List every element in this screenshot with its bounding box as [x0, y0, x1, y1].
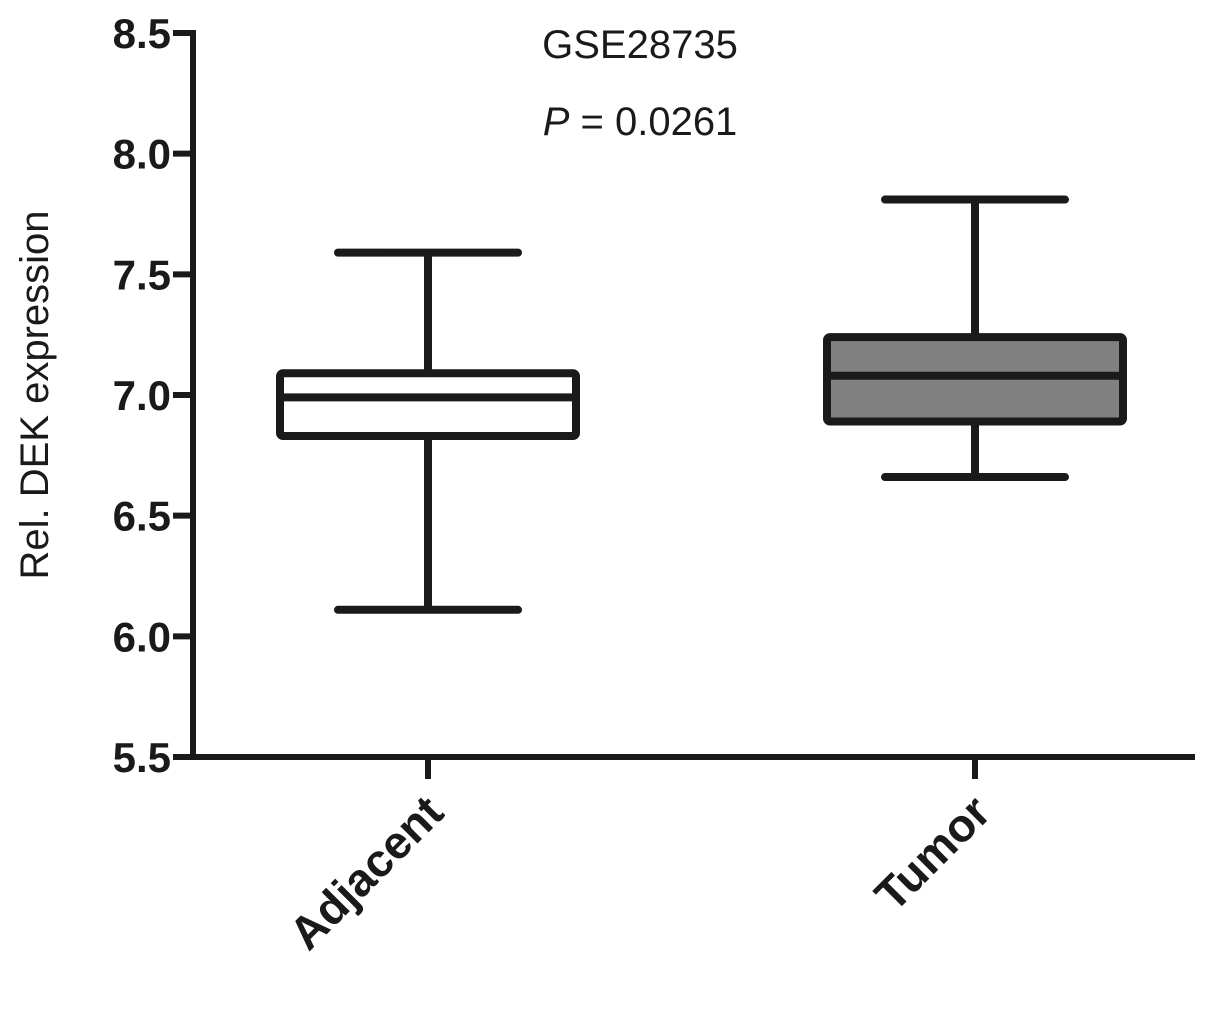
x-tick-label: Tumor [865, 785, 1001, 921]
y-tick-label: 7.5 [113, 251, 171, 298]
y-tick-label: 8.5 [113, 10, 171, 57]
y-tick-label: 6.0 [113, 613, 171, 660]
y-tick-label: 6.5 [113, 493, 171, 540]
box-series [276, 195, 1127, 614]
p-value-annotation: P = 0.0261 [543, 100, 738, 144]
chart-title: GSE28735 [542, 23, 738, 67]
y-tick-label: 8.0 [113, 131, 171, 178]
y-tick-label: 7.0 [113, 372, 171, 419]
x-tick-label: Adjacent [279, 785, 453, 959]
y-tick-label: 5.5 [113, 734, 171, 781]
box-tumor [823, 195, 1127, 482]
box-adjacent [276, 248, 580, 614]
p-value-text: = 0.0261 [569, 100, 737, 144]
x-axis-ticks: Adjacent Tumor [279, 757, 1000, 959]
iqr-box [276, 369, 580, 441]
y-axis-label: Rel. DEK expression [13, 210, 57, 579]
p-value-symbol: P [543, 100, 570, 144]
y-axis-ticks: 5.5 6.0 6.5 7.0 7.5 8.0 8.5 [113, 10, 193, 781]
